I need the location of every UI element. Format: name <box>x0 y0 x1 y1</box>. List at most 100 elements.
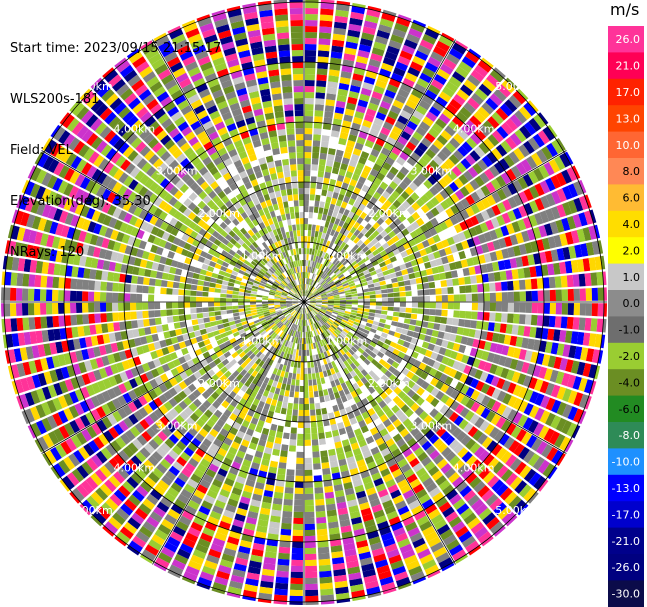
velocity-bin <box>290 385 295 392</box>
velocity-bin <box>330 197 337 205</box>
velocity-bin <box>432 234 441 243</box>
velocity-bin <box>304 391 309 398</box>
velocity-bin <box>367 102 379 112</box>
velocity-bin <box>276 382 282 389</box>
velocity-bin <box>406 330 414 337</box>
velocity-bin <box>594 256 603 271</box>
velocity-bin <box>537 130 550 145</box>
velocity-bin <box>358 44 372 53</box>
velocity-bin <box>226 298 233 302</box>
velocity-bin <box>319 570 332 578</box>
velocity-bin <box>244 307 251 312</box>
velocity-bin <box>365 159 375 169</box>
velocity-bin <box>446 53 460 65</box>
velocity-bin <box>539 340 547 353</box>
velocity-bin <box>461 56 476 69</box>
velocity-bin <box>387 345 395 353</box>
velocity-bin <box>521 255 529 267</box>
velocity-bin <box>495 144 508 157</box>
velocity-bin <box>430 207 440 217</box>
velocity-bin <box>318 164 325 172</box>
velocity-bin <box>408 324 416 332</box>
velocity-bin <box>431 122 443 134</box>
velocity-bin <box>363 358 371 366</box>
velocity-bin <box>321 317 328 322</box>
velocity-bin <box>400 250 408 258</box>
velocity-bin <box>332 323 338 329</box>
velocity-bin <box>556 386 567 400</box>
velocity-bin <box>351 79 363 88</box>
velocity-bin <box>500 172 512 185</box>
velocity-bin <box>335 253 342 260</box>
velocity-bin <box>202 312 210 318</box>
velocity-bin <box>338 219 345 227</box>
velocity-bin <box>412 55 426 67</box>
velocity-bin <box>397 55 411 66</box>
velocity-bin <box>304 158 311 165</box>
velocity-bin <box>412 331 420 339</box>
velocity-bin <box>322 316 329 321</box>
velocity-bin <box>346 239 353 246</box>
velocity-bin <box>392 161 403 171</box>
velocity-bin <box>415 277 423 284</box>
velocity-bin <box>274 485 284 493</box>
velocity-bin <box>442 108 455 120</box>
velocity-bin <box>399 166 410 176</box>
velocity-bin <box>445 325 453 333</box>
velocity-bin <box>208 297 215 302</box>
velocity-bin <box>367 252 375 260</box>
velocity-bin <box>330 136 339 144</box>
velocity-bin <box>278 394 284 402</box>
velocity-bin <box>389 166 399 176</box>
velocity-bin <box>479 172 490 184</box>
velocity-bin <box>335 180 343 188</box>
velocity-bin <box>221 314 228 320</box>
velocity-bin <box>384 350 393 358</box>
velocity-bin <box>343 53 356 62</box>
velocity-bin <box>332 289 339 293</box>
velocity-bin <box>178 289 185 296</box>
velocity-bin <box>348 23 362 32</box>
velocity-bin <box>321 304 328 307</box>
velocity-bin <box>547 236 557 249</box>
velocity-bin <box>106 312 113 322</box>
velocity-bin <box>553 329 561 342</box>
velocity-bin <box>501 248 510 259</box>
velocity-bin <box>457 447 469 459</box>
velocity-bin <box>346 139 356 148</box>
velocity-bin <box>333 296 340 299</box>
velocity-bin <box>307 284 310 291</box>
velocity-bin <box>366 280 374 285</box>
velocity-bin <box>378 322 386 328</box>
velocity-bin <box>371 274 379 280</box>
velocity-bin <box>541 146 553 160</box>
velocity-bin <box>420 327 428 335</box>
velocity-bin <box>491 191 502 204</box>
velocity-bin <box>306 349 310 356</box>
velocity-bin <box>315 86 326 94</box>
velocity-bin <box>309 403 315 410</box>
velocity-bin <box>525 291 532 302</box>
velocity-bin <box>465 51 480 64</box>
velocity-bin <box>551 399 562 414</box>
velocity-bin <box>460 158 472 170</box>
velocity-bin <box>357 299 364 302</box>
velocity-bin <box>527 254 535 266</box>
velocity-bin <box>319 158 326 166</box>
velocity-bin <box>408 239 416 248</box>
velocity-bin <box>310 286 315 293</box>
velocity-bin <box>172 295 179 302</box>
velocity-bin <box>343 151 352 160</box>
velocity-bin <box>304 439 311 446</box>
velocity-bin <box>438 35 453 47</box>
velocity-bin <box>408 356 416 365</box>
velocity-bin <box>336 246 343 254</box>
velocity-bin <box>308 218 313 225</box>
velocity-bin <box>232 312 240 317</box>
velocity-bin <box>541 328 549 340</box>
velocity-bin <box>332 223 338 231</box>
velocity-bin <box>387 311 394 316</box>
velocity-bin <box>463 422 474 434</box>
velocity-bin <box>449 215 459 226</box>
velocity-bin <box>573 288 580 301</box>
